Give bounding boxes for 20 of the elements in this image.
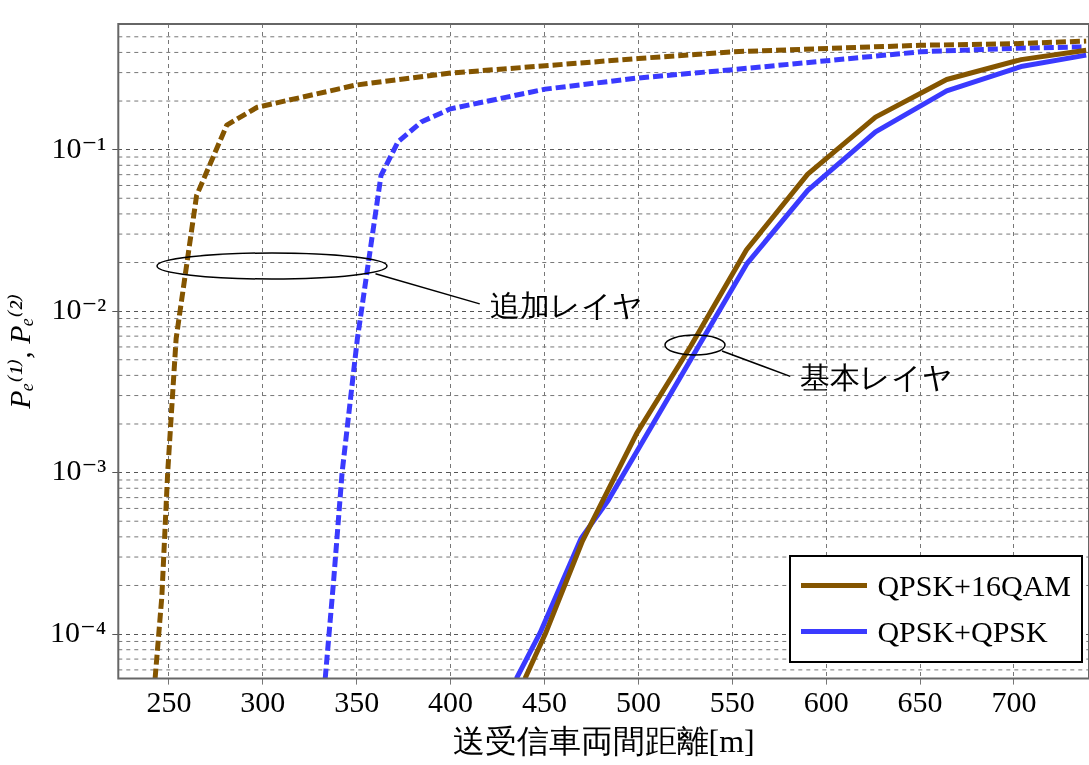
x-tick-label: 500 [615, 685, 661, 719]
y-tick-label: 10⁻¹ [51, 130, 107, 164]
x-tick-label: 250 [146, 685, 192, 719]
x-tick-label: 550 [709, 685, 755, 719]
x-tick-label: 600 [803, 685, 849, 719]
legend-label: QPSK+QPSK [877, 614, 1048, 649]
annotation: 追加レイヤ [490, 288, 643, 324]
x-axis-title: 送受信車両間距離[m] [452, 723, 755, 760]
x-tick-label: 450 [522, 685, 567, 719]
y-tick-label: 10⁻² [51, 292, 107, 325]
x-tick-label: 700 [991, 685, 1037, 719]
x-tick-label: 350 [334, 685, 380, 719]
x-tick-label: 650 [897, 685, 943, 719]
y-axis-title: Pₑ⁽¹⁾, Pₑ⁽²⁾ [2, 293, 36, 410]
legend-label: QPSK+16QAM [877, 568, 1071, 603]
y-tick-label: 10⁻⁴ [50, 614, 107, 648]
y-tick-label: 10⁻³ [51, 453, 107, 487]
x-tick-label: 300 [240, 685, 286, 719]
x-tick-label: 400 [428, 685, 474, 719]
annotation: 基本レイヤ [800, 360, 953, 396]
